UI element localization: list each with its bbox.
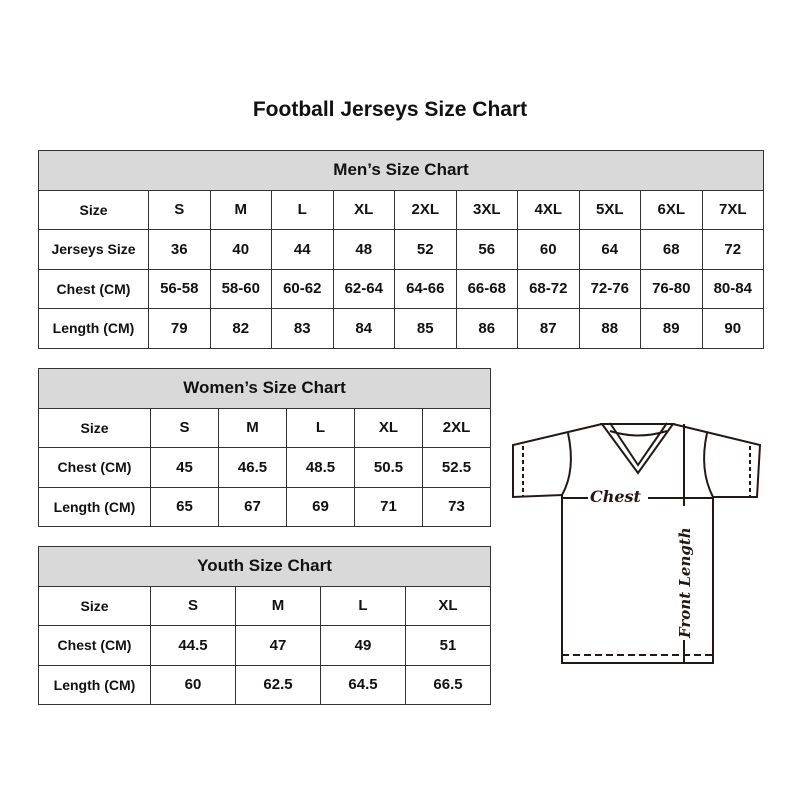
jersey-outline bbox=[512, 423, 762, 664]
table-cell: M bbox=[218, 407, 287, 448]
table-row: Length (CM) 60 62.5 64.5 66.5 bbox=[38, 664, 491, 705]
table-cell: 36 bbox=[148, 229, 211, 270]
table-cell: 7XL bbox=[701, 189, 764, 230]
table-cell: 87 bbox=[517, 308, 580, 349]
left-sleeve-seam bbox=[561, 432, 572, 496]
womens-size-table: Women’s Size Chart Size S M L XL 2XL Chest (CM)… bbox=[38, 368, 491, 527]
table-cell: 68 bbox=[640, 229, 703, 270]
table-cell: 86 bbox=[455, 308, 518, 349]
table-cell: 88 bbox=[578, 308, 641, 349]
table-row: Size S M L XL 2XL 3XL 4XL 5XL 6XL 7XL bbox=[38, 189, 764, 230]
row-label: Length (CM) bbox=[38, 308, 149, 349]
table-cell: L bbox=[271, 189, 334, 230]
table-cell: 82 bbox=[209, 308, 272, 349]
table-cell: 66-68 bbox=[455, 268, 518, 309]
table-cell: 60 bbox=[517, 229, 580, 270]
table-cell: L bbox=[286, 407, 355, 448]
table-cell: 62-64 bbox=[332, 268, 395, 309]
table-cell: 50.5 bbox=[354, 447, 423, 488]
table-cell: 48.5 bbox=[286, 447, 355, 488]
table-row: Size S M L XL bbox=[38, 585, 491, 626]
table-cell: 51 bbox=[405, 625, 491, 666]
table-cell: 79 bbox=[148, 308, 211, 349]
youth-size-table: Youth Size Chart Size S M L XL Chest (CM) 44.5 4… bbox=[38, 546, 491, 705]
row-label: Size bbox=[38, 189, 149, 230]
row-label: Chest (CM) bbox=[38, 625, 151, 666]
table-row: Jerseys Size 36 40 44 48 52 56 60 64 68 72 bbox=[38, 229, 764, 270]
row-label: Size bbox=[38, 407, 151, 448]
table-cell: 2XL bbox=[422, 407, 491, 448]
chest-label: Chest bbox=[590, 487, 642, 506]
table-cell: M bbox=[235, 585, 321, 626]
row-label: Chest (CM) bbox=[38, 447, 151, 488]
table-cell: 90 bbox=[701, 308, 764, 349]
table-title: Men’s Size Chart bbox=[38, 150, 764, 191]
table-cell: 47 bbox=[235, 625, 321, 666]
table-cell: 80-84 bbox=[701, 268, 764, 309]
sleeve-stitch bbox=[522, 446, 751, 496]
table-cell: 76-80 bbox=[640, 268, 703, 309]
table-cell: 60 bbox=[150, 664, 236, 705]
table-cell: 48 bbox=[332, 229, 395, 270]
row-label: Size bbox=[38, 585, 151, 626]
table-cell: 52.5 bbox=[422, 447, 491, 488]
table-cell: 40 bbox=[209, 229, 272, 270]
table-cell: 56-58 bbox=[148, 268, 211, 309]
table-cell: S bbox=[150, 585, 236, 626]
table-cell: 67 bbox=[218, 486, 287, 527]
table-row: Length (CM) 79 82 83 84 85 86 87 88 89 90 bbox=[38, 308, 764, 349]
table-cell: 66.5 bbox=[405, 664, 491, 705]
table-cell: 6XL bbox=[640, 189, 703, 230]
table-cell: 71 bbox=[354, 486, 423, 527]
front-length-label: Front Length bbox=[676, 527, 694, 639]
row-label: Jerseys Size bbox=[38, 229, 149, 270]
table-title: Women’s Size Chart bbox=[38, 368, 491, 409]
table-cell: 84 bbox=[332, 308, 395, 349]
table-cell: 49 bbox=[320, 625, 406, 666]
right-sleeve-seam bbox=[703, 432, 714, 498]
table-cell: 62.5 bbox=[235, 664, 321, 705]
table-cell: XL bbox=[354, 407, 423, 448]
collar bbox=[600, 422, 675, 475]
table-cell: 69 bbox=[286, 486, 355, 527]
table-cell: L bbox=[320, 585, 406, 626]
table-row: Size S M L XL 2XL bbox=[38, 407, 491, 448]
table-cell: XL bbox=[405, 585, 491, 626]
table-cell: 85 bbox=[394, 308, 457, 349]
table-cell: 45 bbox=[150, 447, 219, 488]
table-cell: 5XL bbox=[578, 189, 641, 230]
table-row: Chest (CM) 44.5 47 49 51 bbox=[38, 625, 491, 666]
table-cell: XL bbox=[332, 189, 395, 230]
mens-size-table: Men’s Size Chart Size S M L XL 2XL 3XL 4XL 5XL 6XL… bbox=[38, 150, 764, 349]
row-label: Length (CM) bbox=[38, 486, 151, 527]
table-cell: 73 bbox=[422, 486, 491, 527]
table-row: Length (CM) 65 67 69 71 73 bbox=[38, 486, 491, 527]
table-cell: 44.5 bbox=[150, 625, 236, 666]
table-cell: 68-72 bbox=[517, 268, 580, 309]
table-title: Youth Size Chart bbox=[38, 546, 491, 587]
table-cell: 44 bbox=[271, 229, 334, 270]
page-title: Football Jerseys Size Chart bbox=[252, 98, 528, 121]
table-cell: 65 bbox=[150, 486, 219, 527]
table-cell: 60-62 bbox=[271, 268, 334, 309]
table-cell: 72-76 bbox=[578, 268, 641, 309]
table-cell: 64.5 bbox=[320, 664, 406, 705]
table-row: Chest (CM) 45 46.5 48.5 50.5 52.5 bbox=[38, 447, 491, 488]
